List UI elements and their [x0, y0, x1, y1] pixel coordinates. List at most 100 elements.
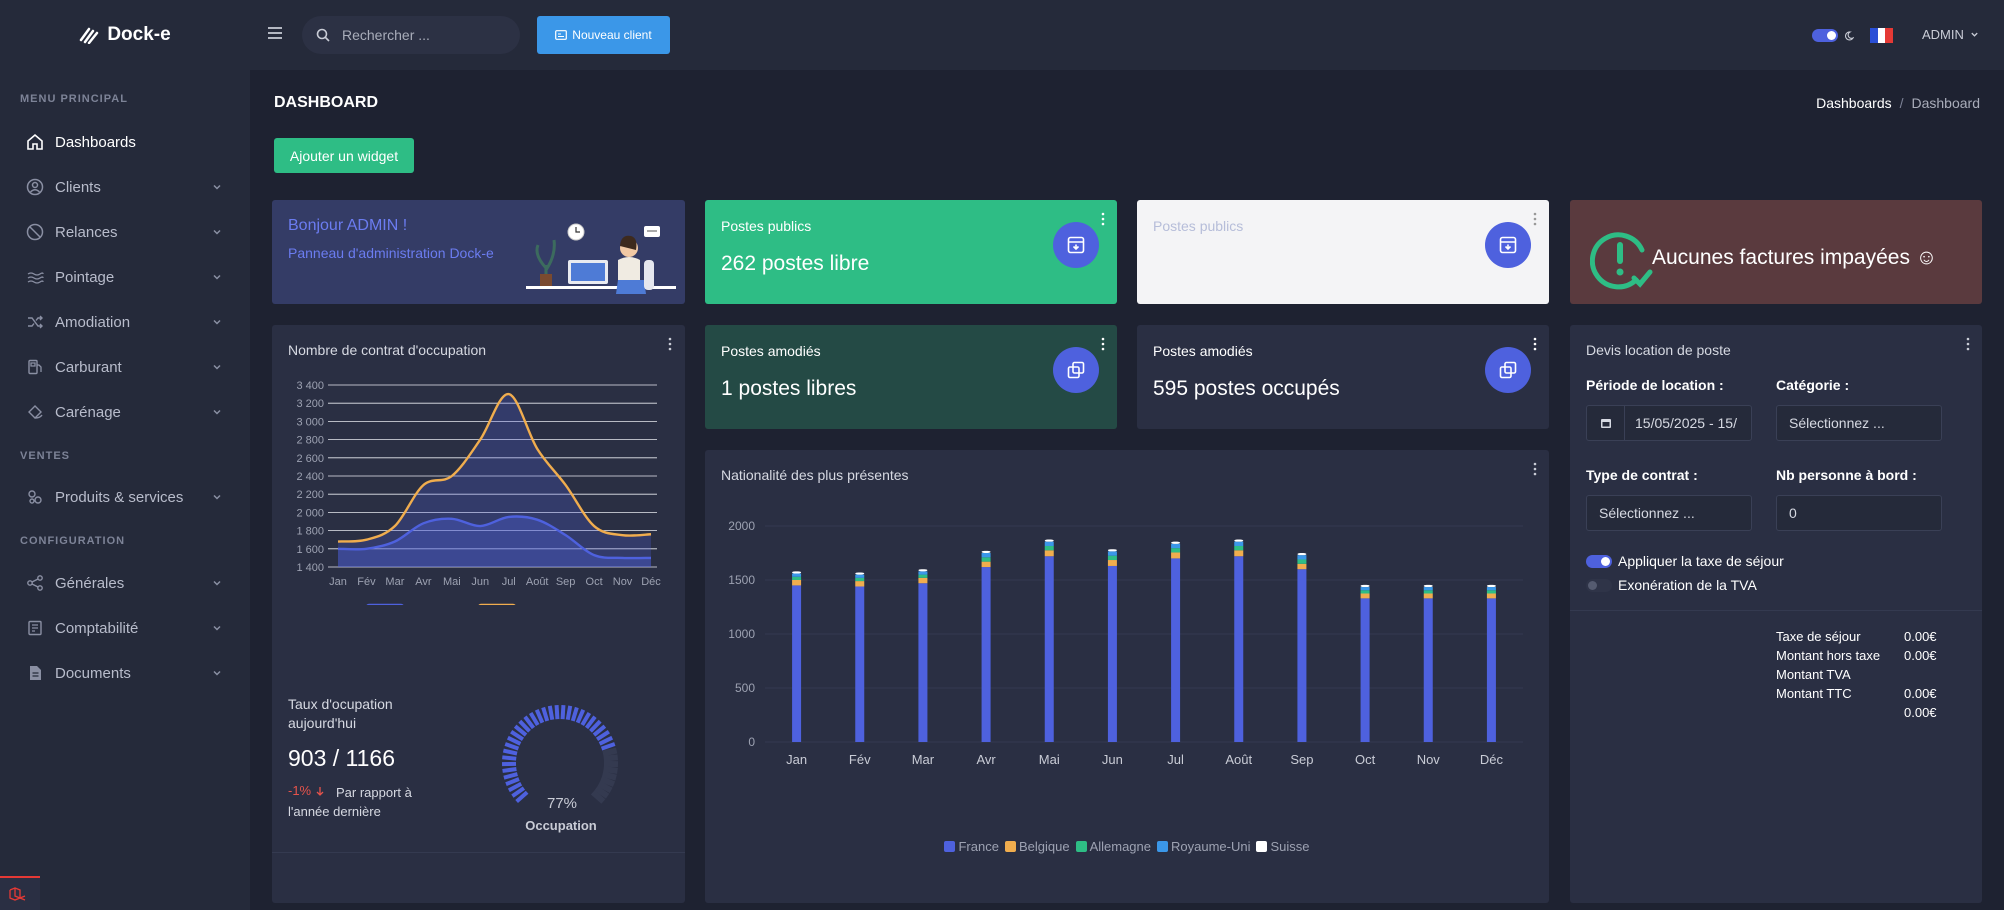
y-tick-label: 1500 — [728, 573, 755, 587]
legend-item[interactable]: France — [944, 839, 999, 854]
kpi-card-postes-publics-libre: Postes publics 262 postes libre — [705, 200, 1117, 304]
search-input[interactable] — [342, 27, 502, 43]
tax-toggle-row[interactable]: Appliquer la taxe de séjour — [1586, 553, 1784, 569]
totals-labels: Taxe de séjour Montant hors taxe Montant… — [1776, 627, 1886, 703]
legend-item[interactable]: Belgique — [1004, 839, 1070, 854]
bar-segment — [1486, 590, 1496, 594]
sidebar-item-produits-services[interactable]: Produits & services — [0, 477, 250, 517]
y-tick-label: 1000 — [728, 627, 755, 641]
debug-bar[interactable] — [0, 876, 40, 910]
period-field[interactable]: 15/05/2025 - 15/ — [1586, 405, 1752, 441]
legend-item[interactable]: Allemagne — [1075, 839, 1151, 854]
invoices-text: Aucunes factures impayées ☺ — [1652, 246, 1938, 269]
contract-type-select[interactable]: Sélectionnez ... — [1586, 495, 1752, 531]
sidebar-item-pointage[interactable]: Pointage — [0, 257, 250, 297]
theme-switch[interactable] — [1812, 29, 1838, 42]
more-vertical-icon[interactable] — [1101, 212, 1105, 226]
sidebar-item-documents[interactable]: Documents — [0, 653, 250, 693]
chevron-down-icon — [213, 274, 221, 280]
flag-fr-icon[interactable] — [1870, 28, 1894, 43]
gauge-segment-filled — [584, 715, 597, 730]
vat-toggle-row[interactable]: Exonération de la TVA — [1586, 577, 1757, 593]
breadcrumb-item[interactable]: Dashboards — [1816, 95, 1892, 111]
bar-segment — [855, 581, 865, 587]
document-icon — [25, 663, 45, 683]
total-label: Montant hors taxe — [1776, 648, 1881, 663]
y-tick-label: 500 — [735, 681, 755, 695]
more-vertical-icon[interactable] — [1533, 462, 1537, 476]
theme-toggle[interactable] — [1812, 29, 1854, 42]
tax-toggle[interactable] — [1586, 554, 1612, 568]
category-select[interactable]: Sélectionnez ... — [1776, 405, 1942, 441]
legend-label[interactable]: Année 2024 — [521, 604, 586, 605]
search-box[interactable] — [302, 16, 520, 54]
add-widget-button[interactable]: Ajouter un widget — [274, 138, 414, 173]
app-logo[interactable]: Dock-e — [0, 0, 250, 70]
page-title: DASHBOARD — [274, 94, 378, 111]
user-menu[interactable]: ADMIN — [1922, 27, 1979, 42]
sidebar: Dock-e MENU PRINCIPAL Dashboards Clients… — [0, 0, 250, 910]
sidebar-item-comptabilite[interactable]: Comptabilité — [0, 608, 250, 648]
section-menu-principal: MENU PRINCIPAL — [20, 93, 128, 105]
bar-segment — [1171, 548, 1181, 553]
y-tick-label: 2 600 — [296, 453, 324, 465]
x-tick-label: Jan — [329, 576, 347, 588]
sidebar-item-generales[interactable]: Générales — [0, 563, 250, 603]
more-vertical-icon[interactable] — [1533, 212, 1537, 226]
bar-segment — [792, 585, 802, 742]
sidebar-item-amodiation[interactable]: Amodiation — [0, 302, 250, 342]
gauge-segment-filled — [580, 711, 592, 727]
copy-icon — [1053, 347, 1099, 393]
shuffle-icon — [25, 312, 45, 332]
nationality-legend: France Belgique Allemagne Royaume-Uni Suisse — [705, 839, 1549, 854]
sidebar-item-relances[interactable]: Relances — [0, 212, 250, 252]
bar-segment — [1044, 539, 1054, 542]
sidebar-item-carburant[interactable]: Carburant — [0, 347, 250, 387]
sidebar-item-label: Amodiation — [55, 313, 131, 331]
more-vertical-icon[interactable] — [1966, 337, 1970, 351]
gauge-segment-filled — [506, 735, 522, 746]
more-vertical-icon[interactable] — [668, 337, 672, 351]
bar-segment — [981, 567, 991, 742]
gauge-segment-filled — [528, 711, 540, 727]
x-tick-label: Oct — [1355, 752, 1376, 767]
sidebar-item-dashboards[interactable]: Dashboards — [0, 122, 250, 162]
bar-segment — [792, 571, 802, 574]
hamburger-menu-button[interactable] — [266, 24, 284, 42]
more-vertical-icon[interactable] — [1101, 337, 1105, 351]
legend-item[interactable]: Royaume-Uni — [1157, 839, 1250, 854]
bar-segment — [1423, 587, 1433, 591]
chevron-down-icon — [213, 494, 221, 500]
x-tick-label: Avr — [415, 576, 432, 588]
fuel-icon — [25, 357, 45, 377]
new-client-button[interactable]: Nouveau client — [537, 16, 670, 54]
gauge-segment-filled — [510, 730, 525, 741]
gauge-segment-empty — [594, 785, 610, 799]
breadcrumb: Dashboards / Dashboard — [1816, 95, 1980, 111]
bar-segment — [1297, 559, 1307, 564]
sidebar-item-label: Pointage — [55, 268, 115, 286]
more-vertical-icon[interactable] — [1533, 337, 1537, 351]
y-tick-label: 2 400 — [296, 471, 324, 483]
invoices-card: Aucunes factures impayées ☺ — [1570, 200, 1982, 304]
y-tick-label: 3 200 — [296, 398, 324, 410]
bar-segment — [1360, 593, 1370, 599]
sidebar-item-label: Documents — [55, 664, 131, 682]
sidebar-item-clients[interactable]: Clients — [0, 167, 250, 207]
sidebar-item-label: Produits & services — [55, 488, 184, 506]
gauge-segment-filled — [565, 705, 573, 721]
tax-toggle-label: Appliquer la taxe de séjour — [1618, 553, 1784, 569]
legend-label[interactable]: Année 2025 — [409, 604, 474, 605]
bar-segment — [1297, 555, 1307, 560]
x-tick-label: Avr — [976, 752, 996, 767]
legend-swatch — [944, 841, 956, 852]
bar-segment — [981, 557, 991, 562]
sidebar-item-carenage[interactable]: Carénage — [0, 392, 250, 432]
legend-item[interactable]: Suisse — [1256, 839, 1310, 854]
y-tick-label: 2 200 — [296, 489, 324, 501]
gauge-segment-filled — [504, 742, 520, 751]
vat-toggle[interactable] — [1586, 578, 1612, 592]
bar-segment — [1107, 549, 1117, 552]
persons-input[interactable]: 0 — [1776, 495, 1942, 531]
kpi-title: Postes publics — [1153, 218, 1244, 234]
